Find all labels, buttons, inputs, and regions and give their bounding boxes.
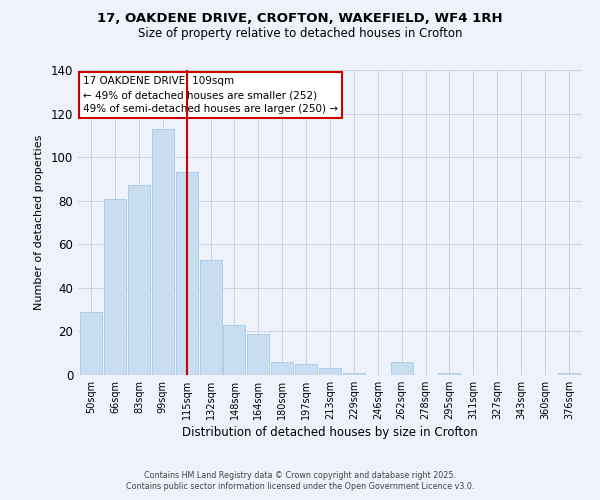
- Bar: [343, 373, 365, 375]
- Bar: [176, 172, 197, 375]
- Bar: [152, 129, 174, 375]
- Bar: [247, 334, 269, 375]
- Bar: [295, 364, 317, 375]
- Bar: [80, 312, 102, 375]
- Text: Contains HM Land Registry data © Crown copyright and database right 2025.: Contains HM Land Registry data © Crown c…: [144, 471, 456, 480]
- Text: Contains public sector information licensed under the Open Government Licence v3: Contains public sector information licen…: [126, 482, 474, 491]
- Y-axis label: Number of detached properties: Number of detached properties: [34, 135, 44, 310]
- Text: 17, OAKDENE DRIVE, CROFTON, WAKEFIELD, WF4 1RH: 17, OAKDENE DRIVE, CROFTON, WAKEFIELD, W…: [97, 12, 503, 26]
- Text: 17 OAKDENE DRIVE: 109sqm
← 49% of detached houses are smaller (252)
49% of semi-: 17 OAKDENE DRIVE: 109sqm ← 49% of detach…: [83, 76, 338, 114]
- Bar: [391, 362, 413, 375]
- Text: Size of property relative to detached houses in Crofton: Size of property relative to detached ho…: [138, 28, 462, 40]
- Bar: [271, 362, 293, 375]
- Bar: [200, 260, 221, 375]
- Bar: [319, 368, 341, 375]
- X-axis label: Distribution of detached houses by size in Crofton: Distribution of detached houses by size …: [182, 426, 478, 439]
- Bar: [439, 373, 460, 375]
- Bar: [104, 198, 126, 375]
- Bar: [558, 373, 580, 375]
- Bar: [128, 186, 150, 375]
- Bar: [223, 325, 245, 375]
